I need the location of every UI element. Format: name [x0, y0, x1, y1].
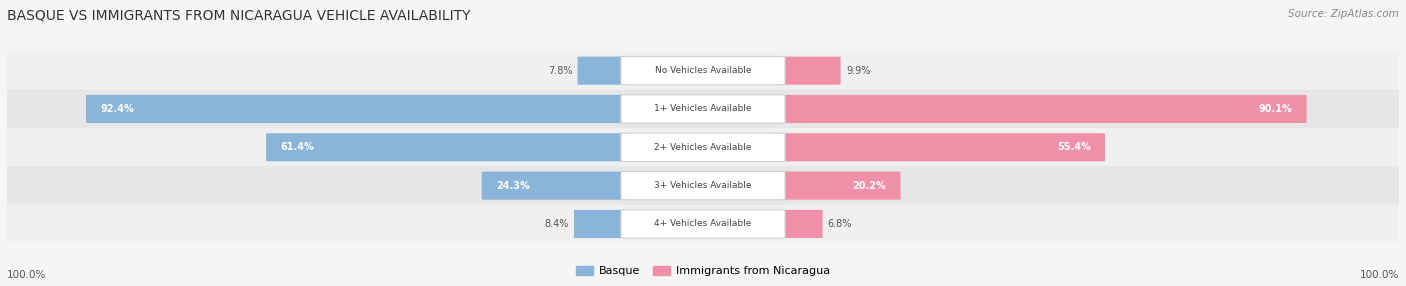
FancyBboxPatch shape	[621, 133, 785, 162]
Legend: Basque, Immigrants from Nicaragua: Basque, Immigrants from Nicaragua	[572, 261, 834, 281]
FancyBboxPatch shape	[578, 57, 633, 85]
FancyBboxPatch shape	[773, 172, 900, 200]
FancyBboxPatch shape	[621, 56, 785, 85]
FancyBboxPatch shape	[621, 210, 785, 238]
Text: 90.1%: 90.1%	[1258, 104, 1292, 114]
Text: 7.8%: 7.8%	[548, 66, 572, 76]
Text: BASQUE VS IMMIGRANTS FROM NICARAGUA VEHICLE AVAILABILITY: BASQUE VS IMMIGRANTS FROM NICARAGUA VEHI…	[7, 9, 471, 23]
FancyBboxPatch shape	[773, 210, 823, 238]
Text: 61.4%: 61.4%	[281, 142, 315, 152]
Text: 55.4%: 55.4%	[1057, 142, 1091, 152]
FancyBboxPatch shape	[266, 133, 633, 161]
Text: 24.3%: 24.3%	[496, 181, 530, 190]
FancyBboxPatch shape	[4, 166, 1402, 205]
FancyBboxPatch shape	[574, 210, 633, 238]
FancyBboxPatch shape	[773, 95, 1306, 123]
Text: No Vehicles Available: No Vehicles Available	[655, 66, 751, 75]
Text: 1+ Vehicles Available: 1+ Vehicles Available	[654, 104, 752, 114]
FancyBboxPatch shape	[86, 95, 633, 123]
FancyBboxPatch shape	[4, 51, 1402, 90]
Text: 100.0%: 100.0%	[1360, 270, 1399, 280]
FancyBboxPatch shape	[4, 90, 1402, 128]
FancyBboxPatch shape	[621, 95, 785, 123]
FancyBboxPatch shape	[621, 171, 785, 200]
FancyBboxPatch shape	[773, 57, 841, 85]
Text: 3+ Vehicles Available: 3+ Vehicles Available	[654, 181, 752, 190]
Text: 92.4%: 92.4%	[100, 104, 134, 114]
Text: 8.4%: 8.4%	[544, 219, 569, 229]
Text: 4+ Vehicles Available: 4+ Vehicles Available	[654, 219, 752, 229]
Text: 2+ Vehicles Available: 2+ Vehicles Available	[654, 143, 752, 152]
FancyBboxPatch shape	[4, 128, 1402, 167]
Text: 6.8%: 6.8%	[828, 219, 852, 229]
Text: 20.2%: 20.2%	[852, 181, 886, 190]
FancyBboxPatch shape	[773, 133, 1105, 161]
Text: Source: ZipAtlas.com: Source: ZipAtlas.com	[1288, 9, 1399, 19]
FancyBboxPatch shape	[4, 204, 1402, 243]
FancyBboxPatch shape	[482, 172, 633, 200]
Text: 100.0%: 100.0%	[7, 270, 46, 280]
Text: 9.9%: 9.9%	[846, 66, 870, 76]
